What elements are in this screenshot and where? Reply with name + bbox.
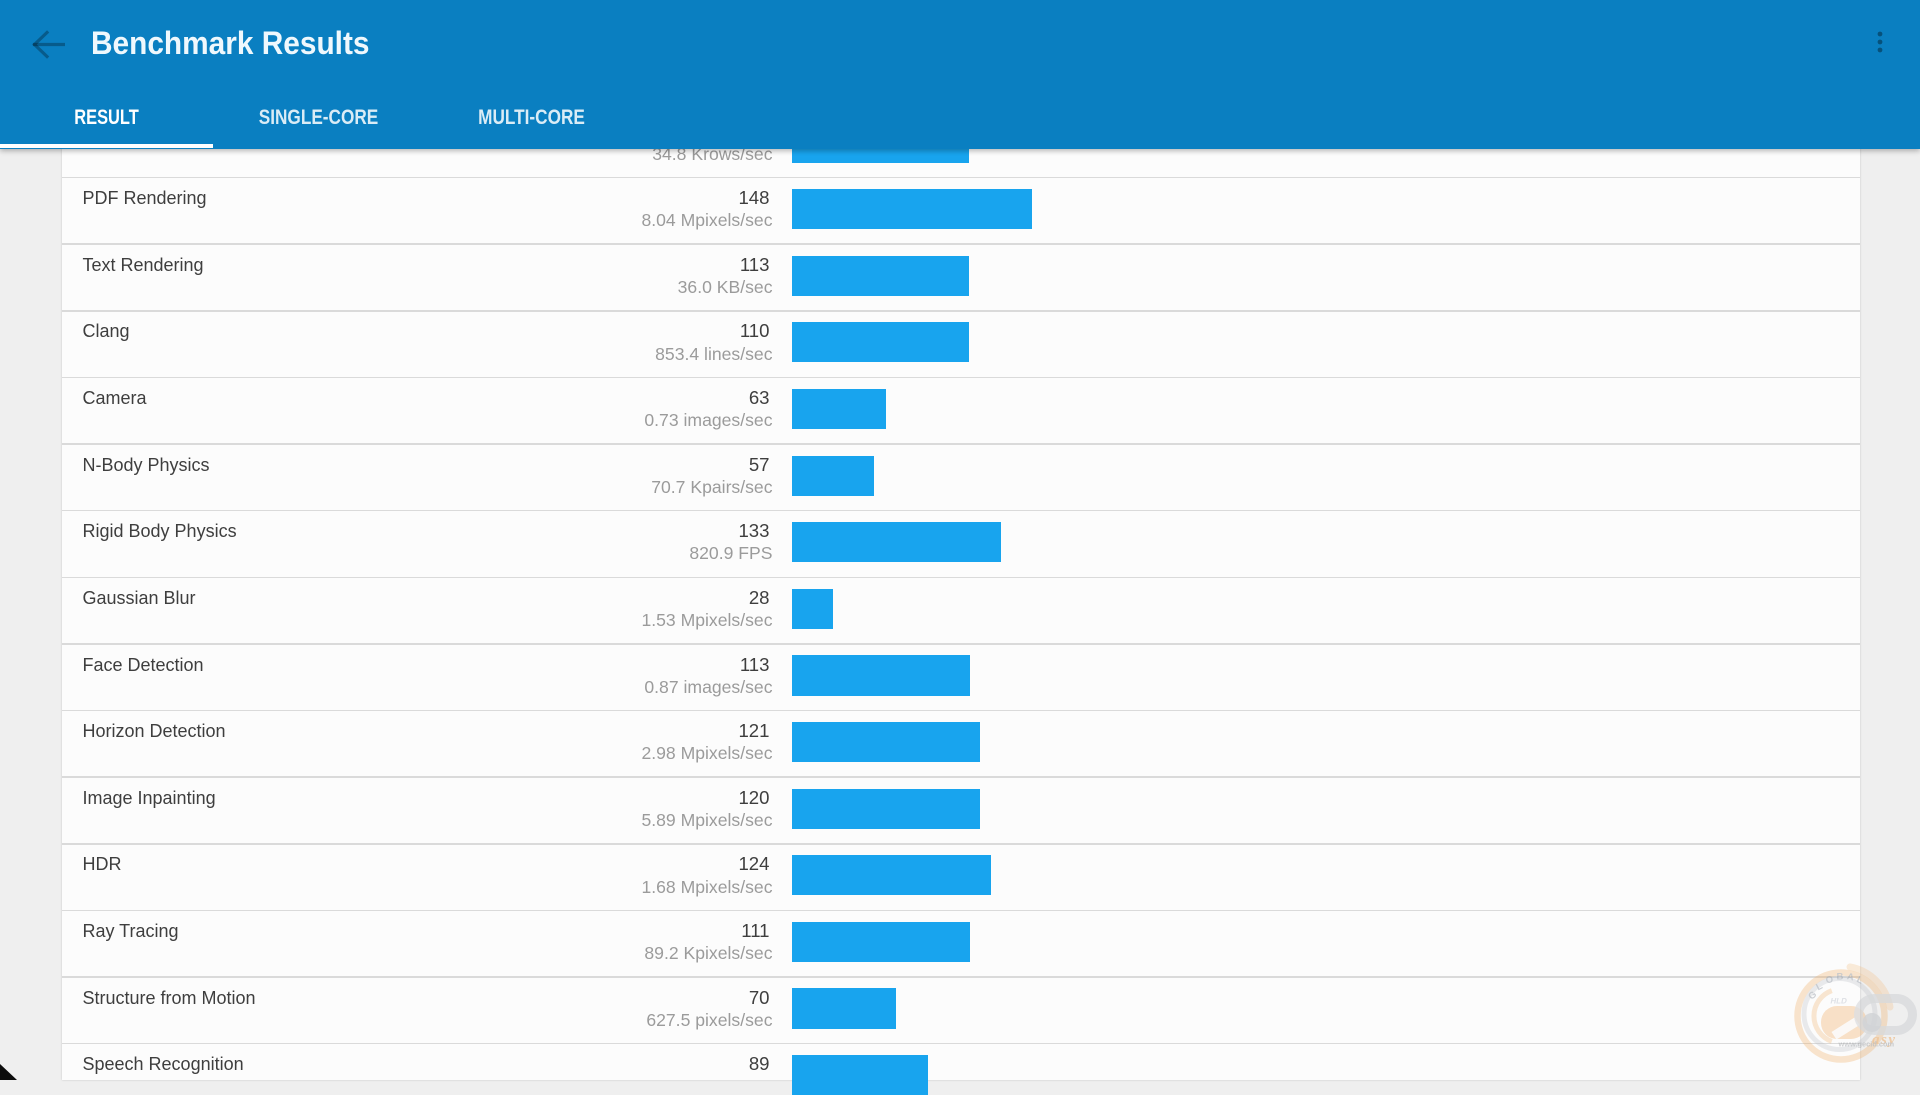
svg-text:www.gecid.com: www.gecid.com: [1838, 1040, 1895, 1049]
svg-text:L: L: [1855, 974, 1865, 987]
svg-text:B: B: [1837, 972, 1844, 983]
svg-text:HLD: HLD: [1830, 997, 1848, 1006]
svg-text:L: L: [1814, 981, 1824, 994]
svg-text:A: A: [1846, 971, 1855, 983]
svg-text:asy: asy: [1872, 1032, 1897, 1048]
svg-text:O: O: [1825, 974, 1835, 986]
